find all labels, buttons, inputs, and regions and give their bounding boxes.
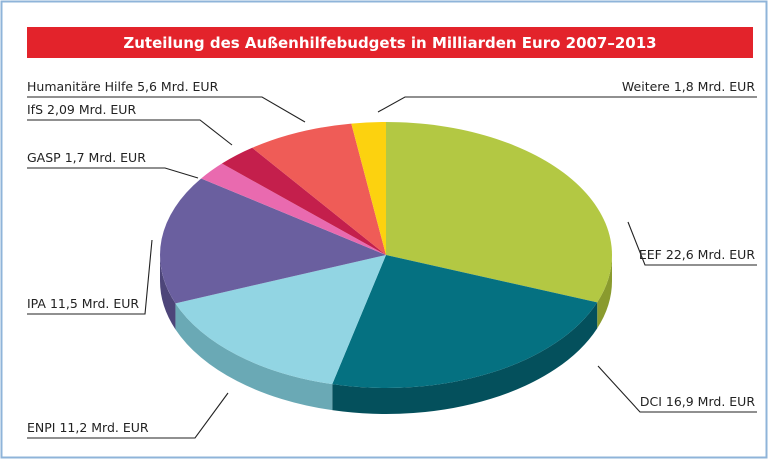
slice	[175, 255, 386, 385]
slice	[201, 163, 386, 255]
slice-label-value: 5,6 Mrd. EUR	[137, 79, 218, 94]
slice-side	[160, 255, 176, 330]
slice-label-value: 11,5 Mrd. EUR	[50, 296, 139, 311]
slice	[252, 123, 386, 255]
slice-label-value: 1,8 Mrd. EUR	[674, 79, 755, 94]
chart-title: Zuteilung des Außenhilfebudgets in Milli…	[123, 34, 656, 52]
slice-label-name: IPA	[27, 296, 46, 311]
slice-label: IfS 2,09 Mrd. EUR	[27, 102, 136, 117]
slice-label-name: Humanitäre Hilfe	[27, 79, 133, 94]
title-banner	[27, 27, 753, 58]
slice-label-name: IfS	[27, 102, 43, 117]
slice-label: IPA 11,5 Mrd. EUR	[27, 296, 139, 311]
slice-side	[175, 303, 333, 411]
leader-line	[27, 167, 199, 179]
slice-label-name: ENPI	[27, 420, 55, 435]
slice-side	[597, 255, 612, 329]
leader-line	[597, 365, 757, 413]
leader-line	[27, 392, 229, 439]
slice-label: Weitere 1,8 Mrd. EUR	[622, 79, 755, 94]
slice-label-name: EEF	[639, 247, 662, 262]
slice-label: EEF 22,6 Mrd. EUR	[639, 247, 755, 262]
slice-label-name: DCI	[640, 394, 662, 409]
slice	[351, 122, 386, 255]
slice	[221, 147, 386, 255]
slice	[332, 255, 598, 388]
slice	[160, 178, 386, 304]
slice-label-value: 16,9 Mrd. EUR	[666, 394, 755, 409]
leader-line	[27, 119, 233, 146]
slice-label: GASP 1,7 Mrd. EUR	[27, 150, 146, 165]
slice-label: ENPI 11,2 Mrd. EUR	[27, 420, 149, 435]
slice-label-value: 22,6 Mrd. EUR	[666, 247, 755, 262]
slice-label-value: 1,7 Mrd. EUR	[65, 150, 146, 165]
leader-line	[377, 96, 757, 113]
slice-label-value: 2,09 Mrd. EUR	[47, 102, 136, 117]
leader-line	[27, 96, 306, 123]
leader-line	[27, 239, 153, 315]
slice-label-name: GASP	[27, 150, 61, 165]
slice-label: DCI 16,9 Mrd. EUR	[640, 394, 755, 409]
slice-label-name: Weitere	[622, 79, 670, 94]
slice	[386, 122, 612, 303]
slice-side	[332, 302, 598, 414]
slice-label-value: 11,2 Mrd. EUR	[59, 420, 148, 435]
slice-label: Humanitäre Hilfe 5,6 Mrd. EUR	[27, 79, 219, 94]
leader-line	[627, 221, 757, 266]
